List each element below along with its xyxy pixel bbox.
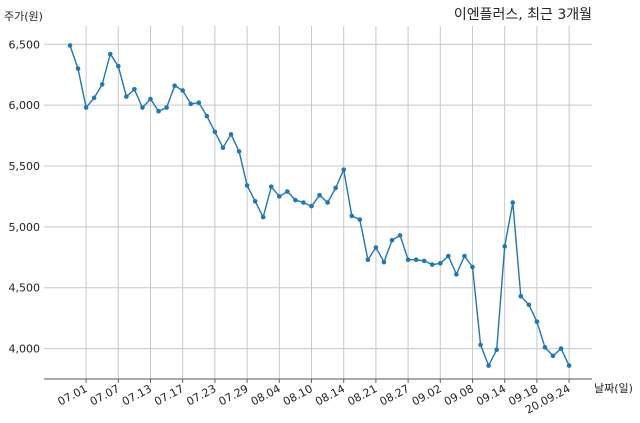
price-point <box>405 257 411 263</box>
price-point <box>252 198 258 204</box>
price-point <box>333 185 338 191</box>
chart-title: 이엔플러스, 최근 3개월 <box>453 7 592 23</box>
price-point <box>421 258 427 264</box>
price-point <box>148 96 153 102</box>
x-tick-label: 07.01 <box>56 382 90 408</box>
price-point <box>156 108 161 114</box>
price-point <box>365 257 371 263</box>
price-point <box>566 363 572 368</box>
price-point <box>558 346 564 351</box>
price-point <box>550 353 556 359</box>
price-line <box>69 45 570 368</box>
price-point <box>83 105 89 110</box>
price-point <box>204 113 210 119</box>
price-point <box>429 262 435 267</box>
price-point <box>478 342 483 348</box>
price-point <box>526 302 532 308</box>
price-point <box>454 272 459 277</box>
y-tick-label: 4,500 <box>9 282 41 295</box>
price-point <box>494 347 499 353</box>
price-point <box>75 66 81 71</box>
price-point <box>510 200 516 205</box>
y-tick-label: 4,000 <box>9 343 41 356</box>
price-point <box>438 261 443 266</box>
price-point <box>140 105 145 110</box>
y-tick-label: 6,000 <box>9 99 41 112</box>
x-tick-label: 07.29 <box>217 382 251 408</box>
price-point <box>357 217 363 222</box>
tick-labels: 4,000 4,500 5,000 5,500 6,000 6,500 07.0107.07… <box>9 38 573 416</box>
price-point <box>462 253 467 259</box>
price-series <box>67 43 572 368</box>
price-point <box>285 189 290 194</box>
price-point <box>228 132 234 137</box>
x-tick-label: 07.13 <box>120 382 154 408</box>
price-point <box>91 95 97 101</box>
price-point <box>413 257 419 263</box>
price-point <box>277 194 282 199</box>
price-point <box>67 43 73 48</box>
price-point <box>397 233 403 238</box>
price-point <box>236 149 242 154</box>
x-tick-label: 08.14 <box>313 382 347 408</box>
price-point <box>268 184 274 189</box>
x-tick-label: 09.02 <box>410 382 444 408</box>
grid-lines <box>44 26 592 379</box>
price-point <box>220 145 226 151</box>
price-point <box>132 86 137 92</box>
y-tick-label: 5,000 <box>9 221 41 234</box>
x-tick-label: 07.23 <box>184 382 218 408</box>
x-tick-label: 07.17 <box>152 382 186 408</box>
x-tick-label: 09.08 <box>442 382 476 408</box>
price-point <box>470 264 475 270</box>
x-axis-label: 날짜(일) <box>594 382 633 395</box>
price-point <box>317 192 322 198</box>
price-point <box>518 293 524 299</box>
price-point <box>196 100 202 105</box>
price-point <box>212 129 218 135</box>
y-axis-label: 주가(원) <box>4 10 43 23</box>
x-tick-label: 07.07 <box>88 382 122 408</box>
price-point <box>260 214 266 220</box>
price-point <box>244 183 250 188</box>
price-point <box>349 213 355 219</box>
x-tick-label: 08.04 <box>249 382 283 408</box>
price-point <box>486 363 491 368</box>
price-point <box>373 245 379 250</box>
axes <box>44 378 592 383</box>
price-point <box>341 167 347 172</box>
price-point <box>534 319 540 325</box>
price-point <box>381 259 387 265</box>
price-point <box>180 88 185 93</box>
price-point <box>446 253 451 259</box>
x-tick-label: 08.27 <box>378 382 412 408</box>
price-point <box>502 244 508 249</box>
price-point <box>542 345 548 350</box>
price-point <box>164 105 169 110</box>
price-point <box>107 51 113 57</box>
price-point <box>116 63 121 69</box>
price-point <box>172 83 177 88</box>
x-tick-label: 08.21 <box>345 382 379 408</box>
y-tick-label: 5,500 <box>9 160 41 173</box>
price-point <box>124 94 129 99</box>
price-point <box>188 101 194 107</box>
price-point <box>325 200 330 205</box>
price-point <box>389 237 395 243</box>
x-tick-label: 09.14 <box>474 382 508 408</box>
price-point <box>293 197 298 203</box>
price-point <box>309 203 314 209</box>
price-point <box>99 82 105 87</box>
y-tick-label: 6,500 <box>9 38 41 51</box>
x-tick-label: 08.10 <box>281 382 315 408</box>
price-point <box>301 200 306 205</box>
